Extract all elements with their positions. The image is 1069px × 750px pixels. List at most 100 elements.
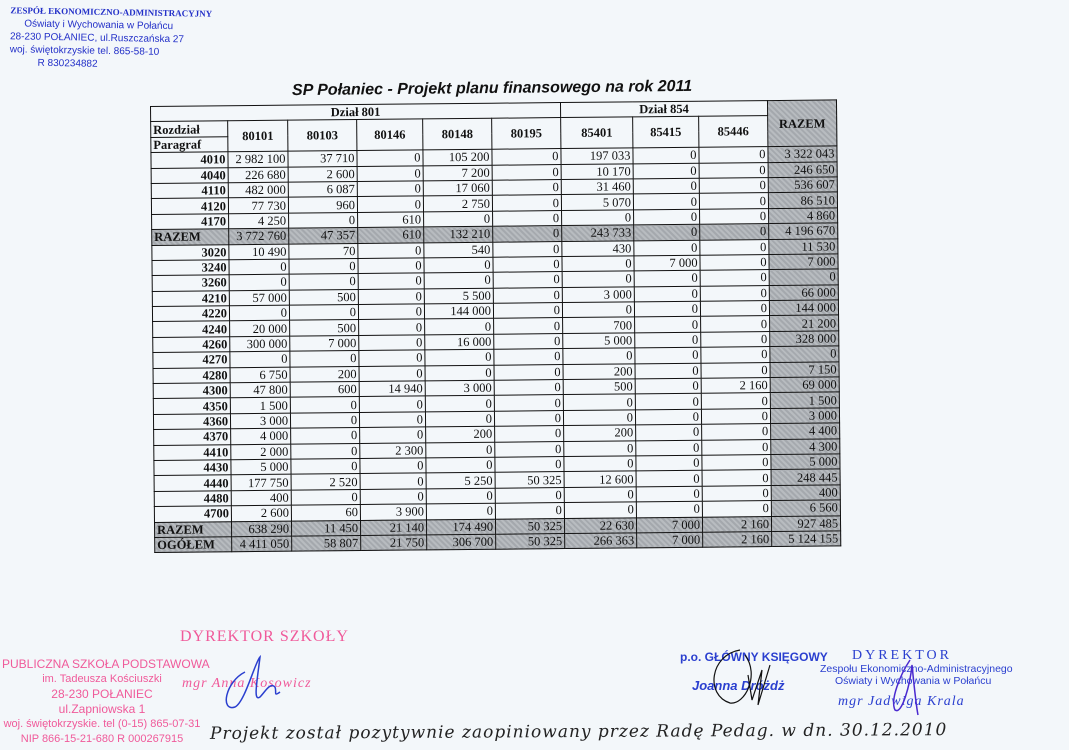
table-cell: 0 (699, 254, 770, 271)
table-cell: 0 (289, 350, 360, 367)
table-cell: 5 000 (230, 459, 292, 476)
table-cell: 31 460 (561, 178, 634, 195)
signature-drozdz (713, 649, 771, 706)
table-cell: 11 450 (291, 520, 361, 537)
table-cell: 0 (561, 255, 635, 272)
table-cell: 0 (493, 333, 563, 350)
column-header-80148: 80148 (422, 118, 492, 151)
table-cell: 50 325 (495, 518, 565, 535)
table-cell: 0 (290, 396, 360, 413)
table-cell: 0 (634, 316, 701, 333)
table-cell: 132 210 (423, 226, 493, 243)
table-cell: 0 (425, 411, 495, 428)
table-cell: 2 600 (288, 166, 358, 183)
table-cell: 4 000 (230, 428, 291, 445)
table-cell: 0 (634, 332, 701, 349)
row-label: 4360 (153, 413, 231, 430)
table-cell: 37 710 (287, 150, 358, 167)
stamp-line: R 830234882 (37, 57, 98, 70)
table-cell: 0 (492, 225, 562, 242)
table-cell: 0 (563, 455, 637, 472)
table-cell: 20 000 (229, 320, 290, 337)
table-cell: 0 (633, 208, 700, 225)
table-cell: 0 (701, 392, 771, 410)
table-cell: 200 (562, 363, 636, 380)
table-cell: 77 730 (228, 197, 289, 214)
table-cell: 5 500 (424, 287, 494, 304)
table-cell: 0 (290, 443, 360, 460)
table-cell: 0 (699, 177, 769, 194)
table-cell: 0 (562, 301, 635, 319)
row-total-cell: 0 (769, 346, 839, 363)
table-cell: 0 (358, 350, 426, 367)
table-cell: 0 (358, 303, 425, 320)
row-total-cell: 4 860 (768, 207, 838, 224)
stamp-line: 28-230 POŁANIEC (51, 687, 153, 701)
table-cell: 0 (633, 162, 700, 179)
table-cell: 0 (493, 271, 563, 288)
signature-krala (893, 659, 919, 716)
table-cell: 0 (699, 192, 769, 209)
stamp-line: im. Tadeusza Kościuszki (42, 673, 162, 685)
table-cell: 0 (493, 318, 563, 335)
table-cell: 2 160 (702, 516, 772, 533)
table-cell: 0 (635, 455, 703, 472)
row-total-cell: 5 000 (770, 453, 841, 470)
row-total-cell: 7 000 (768, 253, 839, 270)
table-cell: 0 (562, 348, 635, 365)
table-cell: 0 (290, 427, 360, 444)
stamp-line: NIP 866-15-21-680 R 000267915 (20, 733, 184, 745)
table-cell: 0 (359, 411, 426, 428)
table-cell: 0 (701, 408, 771, 425)
table-cell: 0 (493, 302, 563, 319)
row-label: 4480 (154, 490, 232, 507)
table-cell: 0 (492, 241, 562, 258)
director-org-1: Zespołu Ekonomiczno-Administracyjnego (820, 663, 1013, 675)
table-cell: 500 (289, 289, 359, 306)
table-cell: 0 (495, 502, 565, 519)
table-cell: 3 772 760 (228, 228, 289, 245)
table-cell: 0 (633, 224, 700, 241)
column-header-85401: 85401 (560, 117, 633, 149)
table-cell: 0 (426, 503, 496, 520)
table-cell: 0 (492, 164, 562, 181)
table-cell: 0 (359, 427, 426, 444)
table-cell: 0 (493, 287, 563, 304)
table-cell: 0 (424, 272, 494, 289)
table-cell: 0 (633, 193, 700, 210)
table-cell: 0 (634, 347, 701, 364)
table-cell: 0 (632, 147, 700, 164)
table-cell: 0 (359, 396, 426, 413)
column-header-80146: 80146 (356, 119, 423, 151)
row-total-cell: 11 530 (768, 238, 838, 255)
handwritten-note: Projekt został pozytywnie zaopiniowany p… (209, 720, 948, 744)
table-cell: 7 000 (636, 532, 703, 549)
table-cell: 0 (290, 458, 361, 475)
stamp-line: PUBLICZNA SZKOŁA PODSTAWOWA (2, 657, 210, 671)
row-total-cell: 3 322 043 (767, 146, 838, 163)
table-cell: 0 (424, 318, 494, 335)
row-label: 4110 (151, 182, 229, 199)
table-cell: 0 (702, 500, 772, 517)
table-cell: 0 (494, 394, 564, 412)
table-cell: 0 (288, 212, 358, 229)
table-cell: 540 (423, 241, 493, 258)
page-title: SP Połaniec - Projekt planu finansowego … (291, 77, 693, 100)
table-cell: 58 807 (291, 535, 361, 552)
row-label: 3260 (152, 275, 230, 292)
table-cell: 0 (494, 441, 564, 458)
table-cell: 10 170 (561, 163, 634, 180)
row-label: RAZEM (151, 228, 229, 246)
table-cell: 0 (493, 348, 563, 365)
table-cell: 2 300 (359, 442, 426, 459)
table-cell: 7 200 (423, 164, 493, 181)
table-cell: 0 (358, 273, 425, 290)
row-label: 4170 (151, 213, 229, 230)
table-cell: 21 140 (360, 519, 427, 536)
table-cell: 0 (357, 196, 424, 213)
row-total-cell: 5 124 155 (771, 530, 841, 547)
row-label: 4370 (153, 428, 231, 446)
row-total-cell: 0 (769, 269, 839, 286)
budget-table-wrapper: Dział 801 Dział 854 RAZEM Rozdział 80101… (150, 99, 841, 553)
table-cell: 243 733 (561, 224, 634, 242)
